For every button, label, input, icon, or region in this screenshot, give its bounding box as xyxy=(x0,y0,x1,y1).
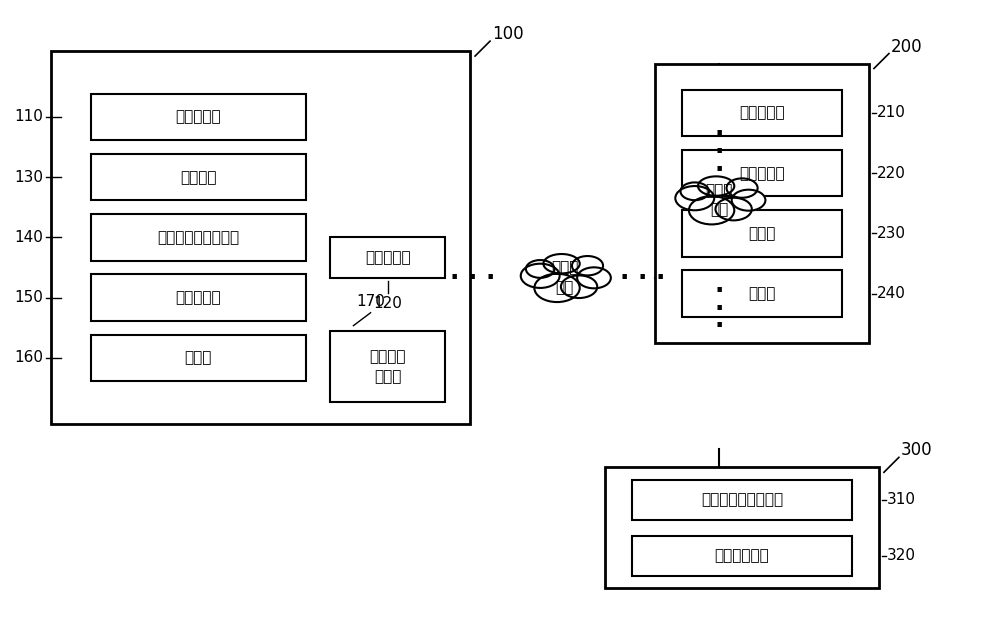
Bar xyxy=(91,275,306,321)
Bar xyxy=(632,535,852,576)
Text: 电源供给部: 电源供给部 xyxy=(176,109,221,124)
Bar xyxy=(91,214,306,261)
Ellipse shape xyxy=(526,260,554,278)
Ellipse shape xyxy=(727,178,758,198)
Bar xyxy=(682,210,842,256)
Text: ·: · xyxy=(619,266,629,290)
Text: 收集器通信部: 收集器通信部 xyxy=(714,548,769,563)
Text: 100: 100 xyxy=(492,25,524,43)
Text: 第一生物信号测定部: 第一生物信号测定部 xyxy=(157,230,239,245)
Text: ·: · xyxy=(715,279,724,303)
Ellipse shape xyxy=(561,275,597,298)
Text: 第一控制部: 第一控制部 xyxy=(365,250,411,265)
Text: 170: 170 xyxy=(356,294,385,309)
Ellipse shape xyxy=(689,196,734,225)
Text: 有无线
通信: 有无线 通信 xyxy=(706,183,733,218)
Ellipse shape xyxy=(732,190,765,211)
Bar xyxy=(330,238,445,278)
Text: 通知部: 通知部 xyxy=(748,226,775,241)
Text: 230: 230 xyxy=(877,226,906,241)
Text: 保存部: 保存部 xyxy=(748,286,775,301)
Bar xyxy=(655,64,869,343)
Ellipse shape xyxy=(698,177,734,196)
Bar xyxy=(605,467,879,588)
Text: 300: 300 xyxy=(901,441,933,459)
Ellipse shape xyxy=(680,182,709,200)
Text: 第二控制部: 第二控制部 xyxy=(739,165,785,181)
Text: 刺激装置
通信部: 刺激装置 通信部 xyxy=(370,349,406,384)
Text: ·: · xyxy=(715,140,724,164)
Text: 110: 110 xyxy=(14,109,43,124)
Text: 200: 200 xyxy=(891,37,923,56)
Ellipse shape xyxy=(715,198,752,220)
Text: 电刺激部: 电刺激部 xyxy=(180,170,217,185)
Ellipse shape xyxy=(572,256,603,275)
Text: 220: 220 xyxy=(877,165,906,181)
Text: ·: · xyxy=(715,296,724,321)
Text: 240: 240 xyxy=(877,286,906,301)
Bar xyxy=(51,51,470,424)
Bar xyxy=(91,154,306,200)
Text: 120: 120 xyxy=(373,296,402,311)
Bar xyxy=(682,90,842,136)
Text: 150: 150 xyxy=(14,290,43,305)
Text: ·: · xyxy=(637,266,647,290)
Bar xyxy=(91,334,306,381)
Text: 第二生物信号测定部: 第二生物信号测定部 xyxy=(701,492,783,507)
Text: ·: · xyxy=(715,122,724,146)
Ellipse shape xyxy=(534,274,580,302)
Text: 有无线
通信: 有无线 通信 xyxy=(551,260,579,295)
Text: 160: 160 xyxy=(14,351,43,366)
Text: 温度感测部: 温度感测部 xyxy=(176,290,221,305)
Text: 终端通信部: 终端通信部 xyxy=(739,105,785,120)
Bar xyxy=(91,94,306,140)
Text: 320: 320 xyxy=(887,548,916,563)
Text: ·: · xyxy=(715,158,724,182)
Text: ·: · xyxy=(450,266,459,290)
Bar xyxy=(682,150,842,197)
Text: ·: · xyxy=(486,266,495,290)
Bar xyxy=(632,480,852,520)
Text: ·: · xyxy=(468,266,477,290)
Text: ·: · xyxy=(655,266,665,290)
Bar xyxy=(682,270,842,317)
Ellipse shape xyxy=(675,186,714,210)
Ellipse shape xyxy=(543,254,580,273)
Text: 310: 310 xyxy=(887,492,916,507)
Text: 130: 130 xyxy=(14,170,43,185)
Text: 210: 210 xyxy=(877,105,906,120)
Text: ·: · xyxy=(715,314,724,338)
Ellipse shape xyxy=(577,267,611,288)
Bar xyxy=(330,331,445,402)
Ellipse shape xyxy=(521,264,560,288)
Text: 140: 140 xyxy=(14,230,43,245)
Text: 加热部: 加热部 xyxy=(185,351,212,366)
